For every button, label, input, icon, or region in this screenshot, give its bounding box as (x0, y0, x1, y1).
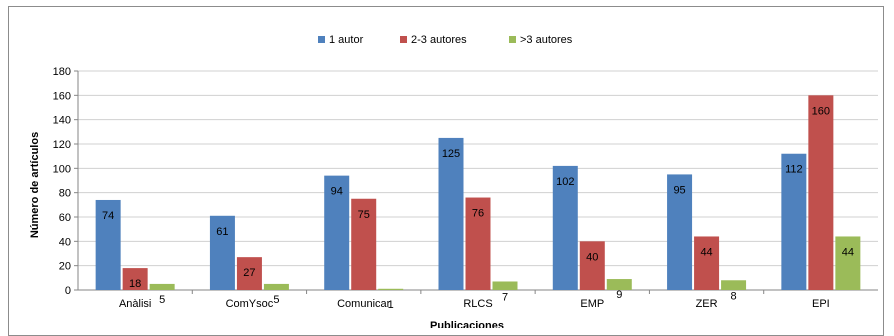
data-label: 9 (616, 289, 622, 301)
bar (209, 215, 235, 290)
y-axis-title: Número de artículos (29, 132, 41, 238)
bar (378, 288, 404, 290)
legend-label: 2-3 autores (411, 34, 467, 46)
data-label: 75 (358, 209, 370, 221)
data-label: 76 (472, 208, 484, 220)
bar (835, 236, 861, 290)
bar (465, 197, 491, 290)
data-label: 102 (556, 176, 574, 188)
legend-label: 1 autor (329, 34, 364, 46)
bar (721, 280, 747, 290)
bar (694, 236, 720, 290)
y-tick-label: 180 (53, 66, 71, 78)
data-label: 1 (388, 299, 394, 311)
data-label: 7 (502, 291, 508, 303)
y-tick-label: 0 (65, 285, 71, 297)
bar (579, 241, 605, 290)
data-label: 44 (700, 246, 712, 258)
x-tick-label: EMP (580, 298, 604, 310)
data-label: 5 (273, 294, 279, 306)
data-label: 40 (586, 251, 598, 263)
data-label: 74 (102, 210, 114, 222)
data-label: 95 (673, 184, 685, 196)
bars (95, 95, 861, 290)
bar (236, 257, 262, 290)
x-tick-label: Comunicar (337, 298, 391, 310)
y-tick-label: 60 (59, 212, 71, 224)
x-tick-label: ZER (696, 298, 718, 310)
data-label: 125 (442, 148, 460, 160)
y-tick-label: 100 (53, 163, 71, 175)
x-axis-ticks: Anàlisi ComYsoc Comunicar RLCS EMP ZER EPI (119, 298, 830, 310)
bar (122, 268, 148, 290)
bar (492, 281, 518, 290)
y-tick-label: 160 (53, 90, 71, 102)
data-label: 8 (731, 290, 737, 302)
bar (808, 95, 834, 290)
data-label: 94 (331, 186, 343, 198)
y-tick-label: 140 (53, 115, 71, 127)
x-tick-label: Anàlisi (119, 298, 151, 310)
data-label: 5 (159, 294, 165, 306)
bar (95, 199, 121, 290)
y-tick-label: 120 (53, 139, 71, 151)
data-label: 18 (129, 278, 141, 290)
data-label: 160 (812, 105, 830, 117)
y-tick-label: 40 (59, 236, 71, 248)
legend-swatch (509, 36, 516, 43)
x-axis-title: Publicaciones (430, 320, 504, 328)
y-tick-label: 20 (59, 261, 71, 273)
bar (667, 174, 693, 290)
y-axis-ticks: 0 20 40 60 80 100 120 140 160 180 (53, 66, 71, 297)
bar (324, 175, 350, 290)
legend-swatch (318, 36, 325, 43)
bar (606, 279, 632, 290)
y-tick-label: 80 (59, 188, 71, 200)
legend: 1 autor 2-3 autores >3 autores (318, 34, 573, 46)
x-tick-label: EPI (812, 298, 830, 310)
x-tick-label: RLCS (463, 298, 492, 310)
data-labels: 74 18 5 61 27 5 94 75 1 125 76 7 102 40 9 95 44 8 112 160 44 (102, 105, 854, 310)
data-label: 27 (243, 267, 255, 279)
legend-label: >3 autores (520, 34, 573, 46)
bar (438, 137, 464, 290)
bar (263, 283, 289, 290)
legend-swatch (400, 36, 407, 43)
data-label: 112 (785, 164, 803, 176)
bar (149, 283, 175, 290)
bar (552, 165, 578, 290)
bar (781, 153, 807, 290)
data-label: 44 (842, 246, 854, 258)
bar (351, 198, 377, 290)
x-tick-label: ComYsoc (226, 298, 274, 310)
data-label: 61 (216, 226, 228, 238)
